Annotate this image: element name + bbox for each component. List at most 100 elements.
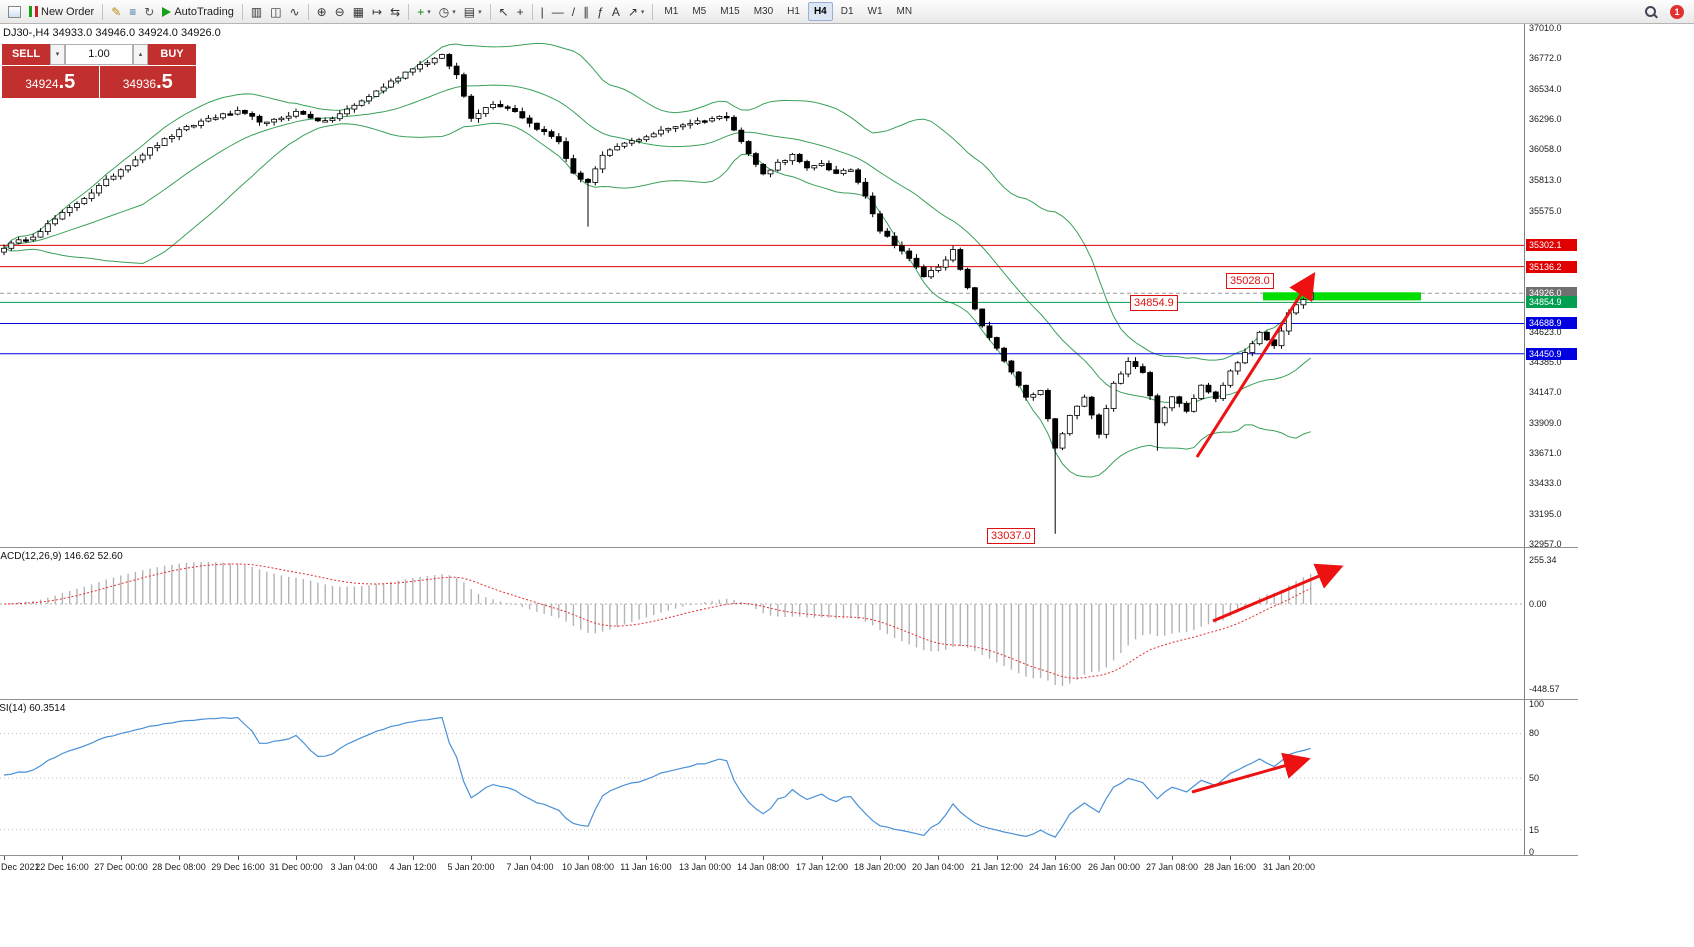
- price-axis-label: 36534.0: [1529, 84, 1562, 94]
- time-axis[interactable]: Dec 2021 22 Dec 16:00 27 Dec 00:00 28 Dec 0…: [0, 856, 1524, 878]
- rsi-line: [3, 716, 1311, 838]
- search-button[interactable]: [1641, 4, 1660, 19]
- time-axis-label: 24 Jan 16:00: [1028, 862, 1082, 872]
- channel-icon: ∥: [583, 4, 590, 19]
- one-click-trading-panel: SELL ▾ 1.00 ▴ BUY 34924.5 34936.5: [2, 44, 196, 98]
- sell-price[interactable]: 34924.5: [2, 66, 99, 98]
- search-icon: [1645, 6, 1656, 17]
- green-highlight-band[interactable]: [1263, 292, 1421, 301]
- time-tick: [121, 856, 122, 860]
- timeframe-m15-button[interactable]: M15: [720, 6, 740, 17]
- sell-price-frac: .5: [58, 71, 76, 93]
- time-tick: [179, 856, 180, 860]
- crosshair-button[interactable]: +: [513, 3, 528, 21]
- time-axis-label: 13 Jan 00:00: [678, 862, 732, 872]
- price-annotation[interactable]: 35028.0: [1226, 273, 1274, 289]
- horizontal-line-button[interactable]: —: [548, 3, 568, 21]
- toolbar: New Order ✎ ≡ ↻ AutoTrading ▥ ◫ ∿ ⊕ ⊖ ▦ ↦ ⇆ + ▾ ◷ ▾ ▤ ▾ ↖ + |…: [0, 0, 1694, 24]
- zoom-out-button[interactable]: ⊖: [331, 3, 349, 21]
- zoom-in-button[interactable]: ⊕: [313, 3, 331, 21]
- toolbar-separator: [241, 3, 243, 20]
- channel-button[interactable]: ∥: [579, 3, 593, 21]
- volume-up-button[interactable]: ▴: [133, 44, 148, 65]
- time-axis-label: 27 Dec 00:00: [94, 862, 148, 872]
- price-axis-label: 34147.0: [1529, 387, 1562, 397]
- toolbar-separator: [102, 3, 104, 20]
- price-axis-label: 33195.0: [1529, 509, 1562, 519]
- trendline-button[interactable]: /: [568, 3, 579, 21]
- time-tick: [238, 856, 239, 860]
- price-axis-label: 36058.0: [1529, 144, 1562, 154]
- time-tick: [471, 856, 472, 860]
- time-axis-label: 7 Jan 04:00: [506, 862, 554, 872]
- time-axis-label: 26 Jan 00:00: [1087, 862, 1141, 872]
- vertical-line-button[interactable]: |: [537, 3, 548, 21]
- market-watch-button[interactable]: ≡: [125, 3, 140, 21]
- templates-button[interactable]: ▤ ▾: [460, 3, 486, 21]
- market-watch-icon: ≡: [129, 4, 137, 19]
- chart-shift-button[interactable]: ⇆: [386, 3, 404, 21]
- sell-button[interactable]: SELL: [2, 44, 50, 65]
- refresh-button[interactable]: ↻: [140, 3, 158, 21]
- toolbar-separator: [307, 3, 309, 20]
- price-axis[interactable]: 37010.0 36772.0 36534.0 36296.0 36058.0 35813…: [1524, 23, 1579, 857]
- panel-separator[interactable]: [0, 547, 1578, 548]
- periods-button[interactable]: ◷ ▾: [435, 3, 460, 21]
- timeframe-d1-button[interactable]: D1: [840, 6, 854, 17]
- new-order-button[interactable]: New Order: [25, 4, 98, 20]
- time-axis-label: 3 Jan 04:00: [330, 862, 378, 872]
- time-axis-label: 4 Jan 12:00: [389, 862, 437, 872]
- notifications-badge[interactable]: 1: [1670, 4, 1684, 19]
- autotrading-button-label: AutoTrading: [174, 5, 234, 18]
- templates-icon: ▤: [463, 4, 476, 19]
- metaeditor-button[interactable]: ✎: [107, 3, 125, 21]
- price-annotation[interactable]: 34854.9: [1130, 295, 1178, 311]
- time-axis-label: 5 Jan 20:00: [447, 862, 495, 872]
- candlestick-chart-button[interactable]: ◫: [266, 3, 285, 21]
- volume-down-button[interactable]: ▾: [50, 44, 65, 65]
- tile-windows-button[interactable]: ▦: [349, 3, 368, 21]
- trend-arrow[interactable]: [1195, 271, 1316, 458]
- toolbar-separator: [489, 3, 491, 20]
- rsi-trend-arrow[interactable]: [1191, 752, 1311, 794]
- volume-input[interactable]: 1.00: [65, 44, 133, 65]
- timeframe-h4-button[interactable]: H4: [807, 2, 833, 21]
- price-annotation[interactable]: 33037.0: [987, 528, 1035, 544]
- time-axis-label: 20 Jan 04:00: [911, 862, 965, 872]
- macd-label: MACD(12,26,9) 146.62 52.60: [0, 551, 123, 562]
- macd-panel-canvas[interactable]: [0, 548, 1524, 700]
- price-chart-canvas[interactable]: [0, 24, 1524, 548]
- indicators-button[interactable]: + ▾: [413, 3, 435, 21]
- time-axis-label: 18 Jan 20:00: [853, 862, 907, 872]
- buy-button[interactable]: BUY: [148, 44, 196, 65]
- vertical-line-icon: |: [540, 4, 544, 19]
- arrows-button[interactable]: ↗ ▾: [624, 3, 649, 21]
- autotrading-button[interactable]: AutoTrading: [158, 4, 238, 20]
- panel-separator[interactable]: [0, 699, 1578, 700]
- rsi-panel-canvas[interactable]: [0, 700, 1524, 856]
- bar-chart-button[interactable]: ▥: [247, 3, 266, 21]
- auto-scroll-button[interactable]: ↦: [368, 3, 386, 21]
- macd-trend-arrow[interactable]: [1212, 563, 1344, 623]
- timeframe-w1-button[interactable]: W1: [867, 6, 883, 17]
- bar-chart-icon: ▥: [250, 4, 263, 19]
- macd-signal-line: [3, 563, 1311, 679]
- buy-price[interactable]: 34936.5: [99, 66, 196, 98]
- cursor-button[interactable]: ↖: [495, 3, 513, 21]
- crosshair-icon: +: [516, 4, 524, 19]
- timeframe-h1-button[interactable]: H1: [787, 6, 800, 17]
- line-chart-button[interactable]: ∿: [286, 3, 304, 21]
- fibonacci-button[interactable]: ƒ: [593, 3, 608, 21]
- timeframe-m1-button[interactable]: M1: [664, 6, 679, 17]
- bollinger-bands: [3, 42, 1312, 478]
- time-axis-label: 10 Jan 08:00: [561, 862, 615, 872]
- text-icon: A: [611, 4, 620, 19]
- timeframe-m5-button[interactable]: M5: [692, 6, 707, 17]
- timeframe-mn-button[interactable]: MN: [896, 6, 913, 17]
- timeframe-m30-button[interactable]: M30: [753, 6, 774, 17]
- text-button[interactable]: A: [608, 3, 624, 21]
- time-axis-label: 27 Jan 08:00: [1145, 862, 1199, 872]
- rsi-axis-label: 80: [1529, 728, 1540, 738]
- chart-menu-button[interactable]: [4, 4, 25, 20]
- fibonacci-icon: ƒ: [597, 4, 604, 19]
